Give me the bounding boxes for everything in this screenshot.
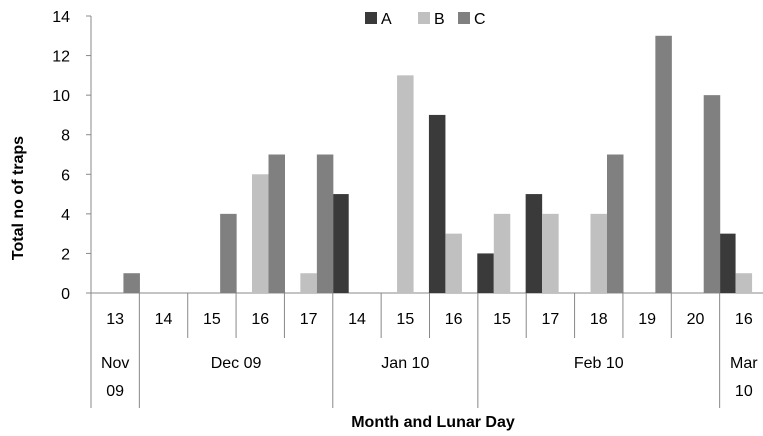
bar-b bbox=[542, 213, 559, 293]
legend-swatch bbox=[365, 12, 377, 24]
y-tick-label: 0 bbox=[61, 286, 70, 303]
bar-b bbox=[397, 75, 414, 293]
y-tick-label: 4 bbox=[61, 207, 70, 224]
tick-labels: 0 2 4 6 8 10 12 14 13 14 15 16 17 14 15 16 15 17 18 19 20 16 N… bbox=[52, 9, 758, 400]
legend-label: A bbox=[381, 11, 392, 28]
x-tick-label: 18 bbox=[590, 311, 608, 328]
legend: A B C bbox=[365, 11, 486, 28]
x-tick-label: 16 bbox=[251, 311, 269, 328]
x-tick-label: 14 bbox=[348, 311, 366, 328]
x-tick-label: 15 bbox=[203, 311, 221, 328]
bar-a bbox=[428, 114, 446, 293]
month-label: Mar bbox=[730, 355, 758, 372]
legend-label: C bbox=[474, 11, 486, 28]
axes bbox=[86, 15, 763, 408]
x-tick-label: 20 bbox=[687, 311, 705, 328]
x-tick-label: 17 bbox=[541, 311, 559, 328]
bar-c bbox=[268, 154, 285, 293]
bar-a bbox=[719, 233, 736, 293]
y-tick-label: 12 bbox=[52, 49, 70, 66]
legend-label: B bbox=[434, 11, 445, 28]
x-tick-label: 13 bbox=[106, 311, 124, 328]
bar-c bbox=[316, 154, 334, 293]
legend-swatch bbox=[418, 12, 430, 24]
bar-a bbox=[525, 194, 543, 293]
legend-swatch bbox=[458, 12, 470, 24]
bar-a bbox=[477, 253, 494, 293]
y-tick-label: 6 bbox=[61, 167, 70, 184]
month-label-year: 09 bbox=[106, 383, 124, 400]
bar-b bbox=[300, 273, 317, 293]
x-tick-label: 16 bbox=[445, 311, 463, 328]
month-label: Nov bbox=[101, 355, 129, 372]
bar-b bbox=[735, 273, 753, 293]
y-tick-label: 8 bbox=[61, 128, 70, 145]
bars bbox=[123, 35, 753, 294]
y-tick-label: 2 bbox=[61, 246, 70, 263]
y-tick-label: 10 bbox=[52, 88, 70, 105]
x-tick-label: 15 bbox=[493, 311, 511, 328]
bar-c bbox=[655, 35, 672, 294]
bar-b bbox=[252, 174, 269, 293]
month-label: Dec 09 bbox=[211, 355, 262, 372]
x-tick-label: 19 bbox=[638, 311, 656, 328]
bar-b bbox=[590, 213, 607, 293]
bar-b bbox=[493, 213, 511, 293]
month-label-year: 10 bbox=[735, 383, 753, 400]
x-tick-label: 17 bbox=[300, 311, 318, 328]
x-tick-label: 15 bbox=[396, 311, 414, 328]
bar-b bbox=[445, 233, 462, 293]
bar-c bbox=[607, 154, 624, 293]
month-label: Jan 10 bbox=[381, 355, 429, 372]
y-tick-label: 14 bbox=[52, 9, 70, 26]
bar-c bbox=[220, 213, 237, 293]
x-axis-title: Month and Lunar Day bbox=[351, 414, 515, 431]
x-tick-label: 16 bbox=[735, 311, 753, 328]
y-axis-title: Total no of traps bbox=[10, 136, 27, 260]
month-label: Feb 10 bbox=[574, 355, 624, 372]
x-tick-label: 14 bbox=[155, 311, 173, 328]
bar-c bbox=[123, 273, 140, 293]
bar-c bbox=[703, 95, 721, 294]
bar-a bbox=[332, 194, 349, 293]
